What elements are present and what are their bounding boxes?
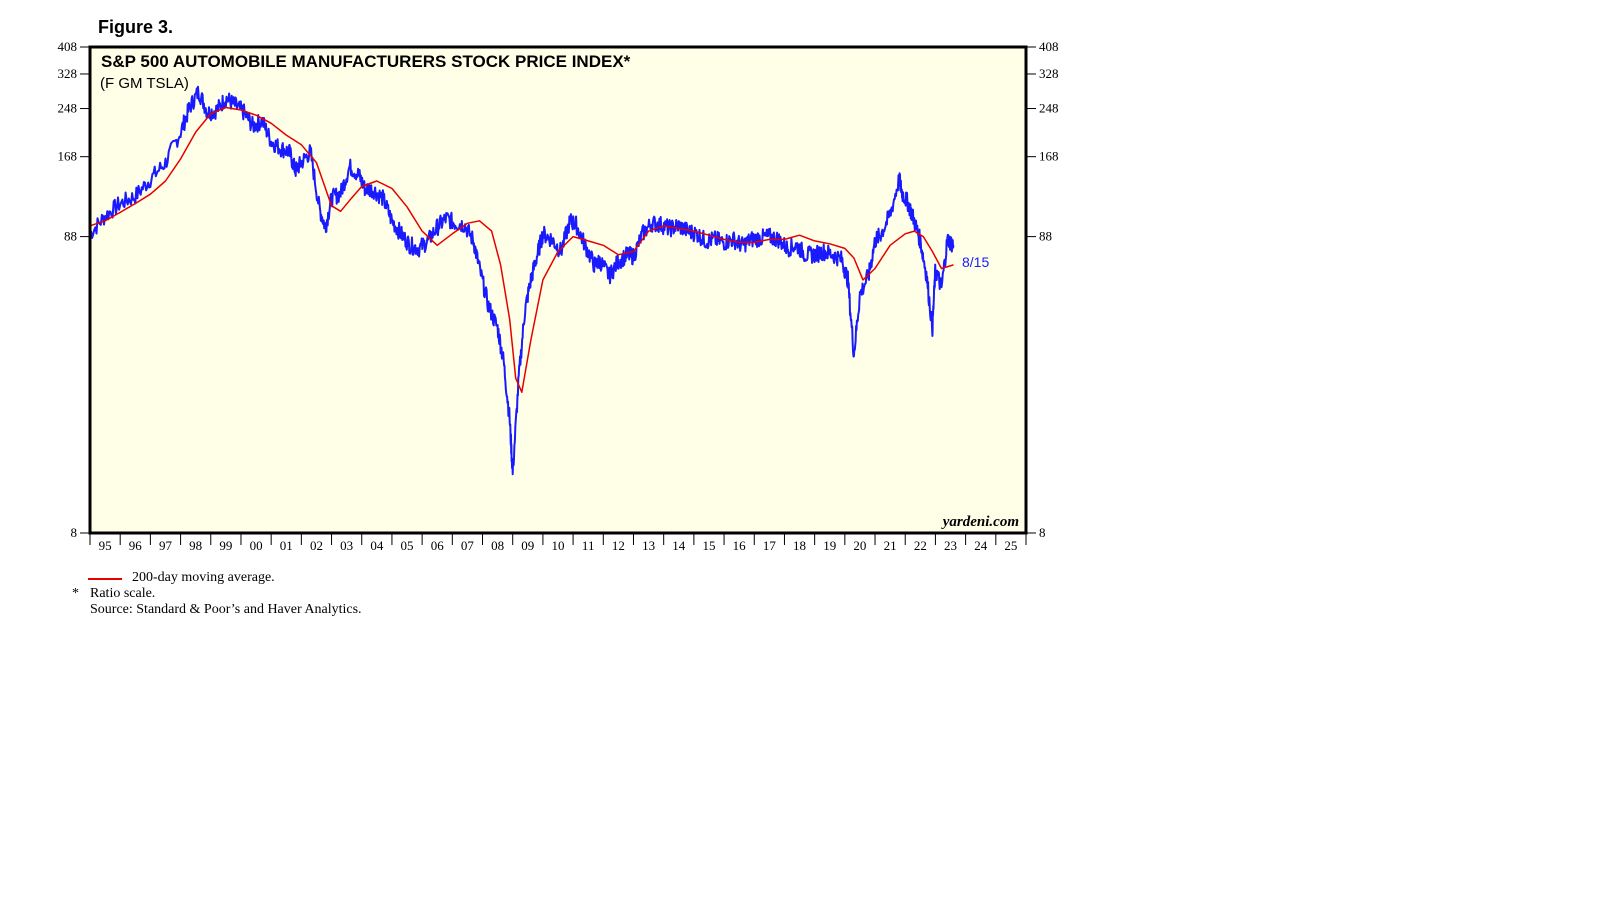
x-tick-label-24: 24	[974, 538, 988, 553]
legend-label: 200-day moving average.	[132, 570, 275, 585]
x-tick-label-14: 14	[672, 538, 686, 553]
y-tick-label-right: 8	[1039, 525, 1046, 540]
x-tick-label-95: 95	[99, 538, 112, 553]
legend-line-swatch	[88, 578, 122, 580]
x-tick-label-05: 05	[401, 538, 414, 553]
y-tick-label-left: 168	[58, 149, 78, 164]
y-tick-label-left: 328	[58, 66, 78, 81]
x-tick-label-06: 06	[431, 538, 445, 553]
ratio-note: Ratio scale.	[90, 586, 156, 601]
x-tick-label-19: 19	[823, 538, 836, 553]
y-tick-label-right: 168	[1039, 149, 1059, 164]
y-tick-label-left: 248	[58, 101, 78, 116]
x-tick-label-07: 07	[461, 538, 475, 553]
y-tick-label-right: 408	[1039, 39, 1059, 54]
x-tick-label-18: 18	[793, 538, 806, 553]
figure-label: Figure 3.	[98, 17, 174, 37]
series-moving-average-line	[89, 106, 954, 393]
x-tick-label-17: 17	[763, 538, 777, 553]
x-tick-label-11: 11	[582, 538, 595, 553]
x-tick-label-13: 13	[642, 538, 655, 553]
x-tick-label-00: 00	[250, 538, 263, 553]
x-tick-label-97: 97	[159, 538, 173, 553]
x-tick-label-99: 99	[219, 538, 232, 553]
plot-area	[90, 47, 1026, 533]
x-tick-label-10: 10	[552, 538, 565, 553]
x-tick-label-96: 96	[129, 538, 143, 553]
x-tick-label-08: 08	[491, 538, 504, 553]
x-tick-label-09: 09	[521, 538, 534, 553]
x-tick-label-03: 03	[340, 538, 353, 553]
source-note: Source: Standard & Poor’s and Haver Anal…	[90, 602, 362, 617]
x-tick-label-12: 12	[612, 538, 625, 553]
x-tick-label-01: 01	[280, 538, 293, 553]
y-tick-label-left: 8	[71, 525, 78, 540]
x-tick-label-16: 16	[733, 538, 747, 553]
x-tick-label-98: 98	[189, 538, 202, 553]
chart-subtitle: (F GM TSLA)	[100, 75, 189, 92]
y-tick-label-right: 88	[1039, 229, 1052, 244]
x-tick-label-22: 22	[914, 538, 927, 553]
x-tick-label-20: 20	[853, 538, 866, 553]
asterisk-marker: *	[72, 586, 79, 601]
x-tick-label-21: 21	[884, 538, 897, 553]
plot-frame	[88, 45, 1028, 535]
x-tick-label-15: 15	[702, 538, 715, 553]
x-tick-label-23: 23	[944, 538, 957, 553]
y-tick-label-left: 408	[58, 39, 78, 54]
y-tick-label-right: 248	[1039, 101, 1059, 116]
x-tick-label-25: 25	[1004, 538, 1017, 553]
y-tick-label-left: 88	[64, 229, 77, 244]
chart-title: S&P 500 AUTOMOBILE MANUFACTURERS STOCK P…	[101, 52, 631, 71]
end-date-label: 8/15	[962, 254, 989, 270]
x-tick-label-02: 02	[310, 538, 323, 553]
series-index-line	[89, 85, 955, 476]
x-tick-label-04: 04	[370, 538, 384, 553]
watermark: yardeni.com	[941, 514, 1019, 530]
y-tick-label-right: 328	[1039, 66, 1059, 81]
